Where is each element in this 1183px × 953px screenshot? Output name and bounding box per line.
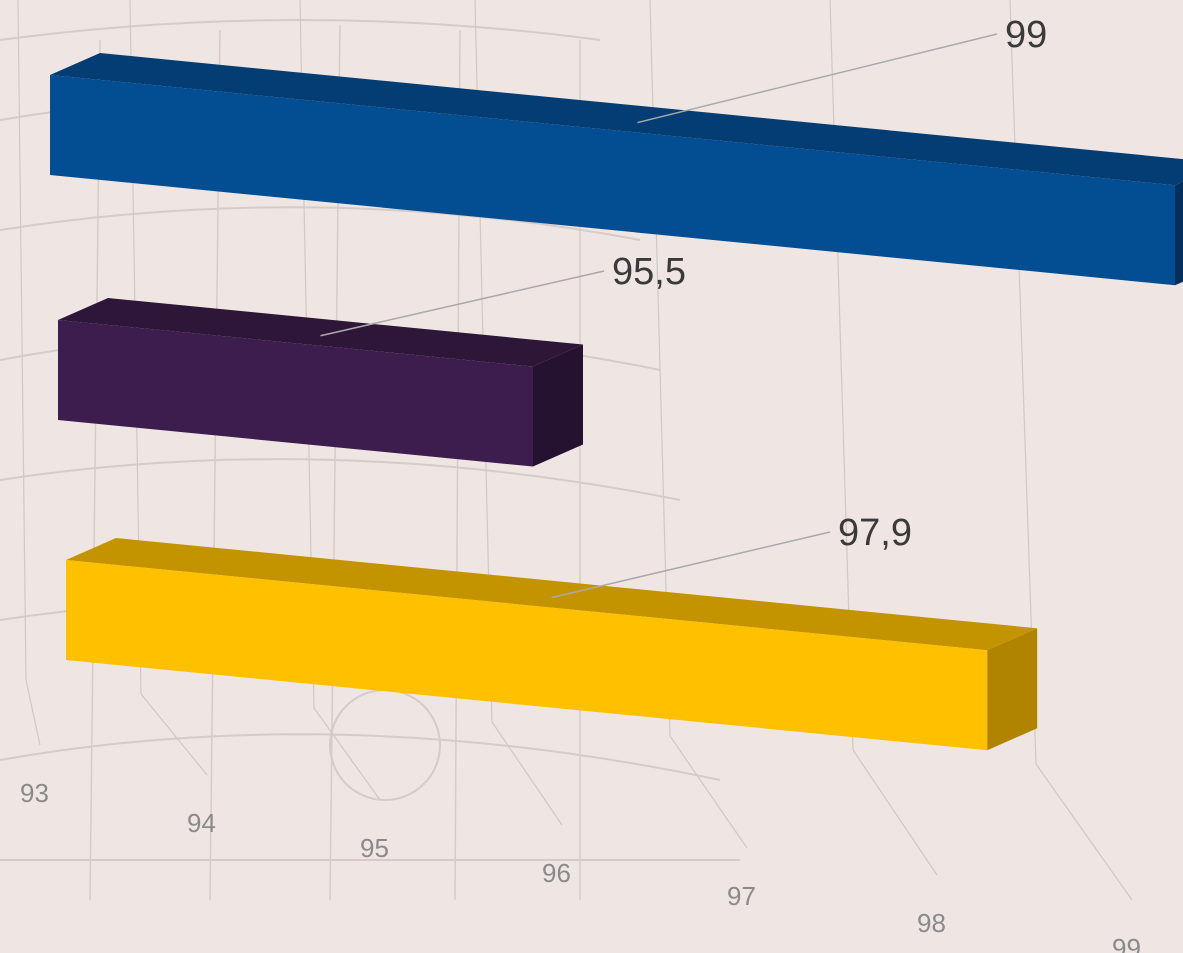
gridline-floor xyxy=(1035,763,1133,901)
x-axis-ticks: 93 94 95 96 97 98 99 xyxy=(20,778,1141,953)
bar-top-face xyxy=(58,298,583,367)
bar-side-face xyxy=(1175,181,1183,286)
gridline-floor xyxy=(491,721,563,826)
bar-top-face xyxy=(66,538,1038,651)
x-tick-label: 97 xyxy=(727,881,756,911)
gridline-floor xyxy=(313,707,381,801)
data-label: 99 xyxy=(1005,14,1047,56)
data-label-leader xyxy=(637,33,998,124)
data-label: 97,9 xyxy=(838,512,912,554)
data-labels: 99 95,5 97,9 xyxy=(612,14,1047,554)
data-label-leader xyxy=(551,531,831,599)
x-tick-label: 93 xyxy=(20,778,49,808)
x-tick-label: 99 xyxy=(1112,933,1141,953)
data-label-leader xyxy=(320,270,605,337)
bar-side-face xyxy=(987,628,1038,751)
data-label: 95,5 xyxy=(612,251,686,293)
x-tick-label: 96 xyxy=(542,858,571,888)
bar-front-face xyxy=(50,75,1175,286)
gridline-floor xyxy=(669,735,748,849)
x-tick-label: 94 xyxy=(187,808,216,838)
bar-front-face xyxy=(58,320,533,467)
bar-side-face xyxy=(533,344,583,467)
x-tick-label: 98 xyxy=(917,908,946,938)
gridline-floor xyxy=(140,693,208,776)
gridline-vertical xyxy=(17,0,27,681)
bars xyxy=(50,53,1183,751)
gridline-floor xyxy=(25,679,41,746)
x-tick-label: 95 xyxy=(360,833,389,863)
gridline-floor xyxy=(852,749,938,876)
bar-top-face xyxy=(50,53,1183,186)
leader-lines xyxy=(320,33,998,599)
bar-front-face xyxy=(66,560,988,751)
